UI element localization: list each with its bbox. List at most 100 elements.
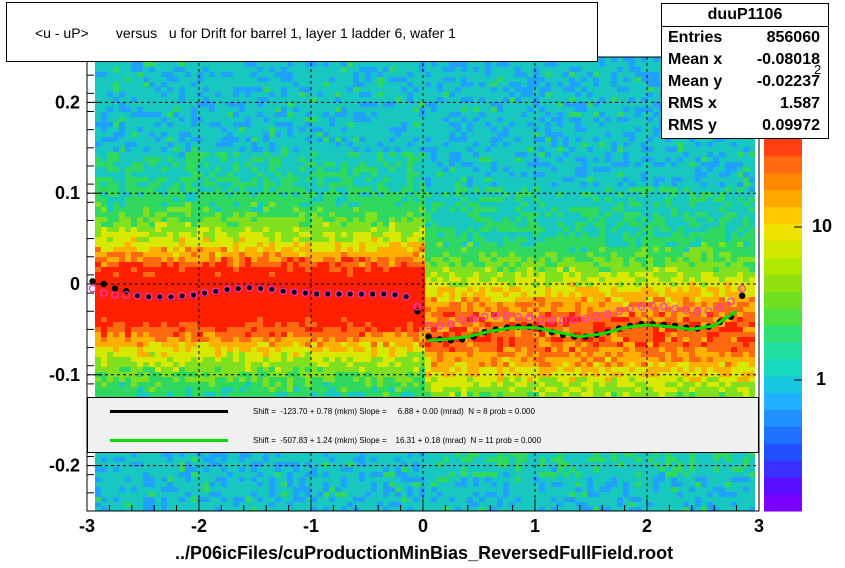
- fit-line-green: [428, 309, 738, 342]
- magenta-point-18: [290, 288, 299, 296]
- magenta-point-29: [413, 302, 422, 311]
- magenta-point-32: [447, 320, 455, 328]
- magenta-point-14: [245, 283, 254, 292]
- magenta-point-44: [581, 314, 590, 323]
- stats-row-mean-x: Mean x -0.08018: [668, 51, 820, 68]
- black-point-58: [739, 292, 746, 300]
- magenta-point-15: [256, 284, 265, 293]
- stats-row-rms-y: RMS y 0.09972: [668, 117, 820, 134]
- legend-text-green: Shift = -507.83 + 1.24 (mkm) Slope = 16.…: [253, 436, 542, 445]
- magenta-point-17: [279, 287, 287, 296]
- magenta-point-20: [312, 290, 321, 298]
- black-point-20: [313, 290, 320, 298]
- black-point-23: [347, 290, 354, 298]
- magenta-point-13: [234, 284, 243, 293]
- magenta-point-12: [223, 285, 231, 294]
- magenta-point-34: [469, 314, 478, 323]
- black-point-21: [324, 290, 331, 298]
- magenta-point-51: [659, 302, 668, 311]
- colorbar-exponent: 2: [814, 62, 822, 77]
- magenta-point-39: [525, 313, 534, 322]
- magenta-point-24: [357, 290, 366, 298]
- y-tick-label: 0.1: [55, 183, 80, 203]
- magenta-point-57: [727, 297, 735, 306]
- x-tick-label: -1: [303, 516, 319, 536]
- chart-title: <u - uP> versus u for Drift for barrel 1…: [35, 25, 456, 41]
- magenta-point-10: [200, 289, 209, 297]
- x-tick-label: 2: [642, 516, 652, 536]
- magenta-point-40: [536, 315, 545, 324]
- magenta-point-4: [133, 292, 142, 300]
- magenta-point-41: [547, 316, 556, 325]
- stats-histogram-name: duuP1106: [662, 4, 828, 27]
- magenta-point-6: [156, 292, 164, 301]
- black-point-5: [145, 293, 152, 300]
- x-tick-label: 1: [530, 516, 540, 536]
- magenta-point-28: [402, 292, 411, 301]
- black-point-14: [246, 284, 253, 291]
- black-point-0: [89, 278, 96, 285]
- black-point-2: [111, 285, 119, 292]
- magenta-point-0: [88, 284, 97, 293]
- black-point-22: [335, 290, 343, 298]
- magenta-point-23: [346, 290, 355, 298]
- magenta-point-54: [693, 307, 702, 316]
- magenta-point-36: [491, 311, 500, 320]
- magenta-point-9: [189, 291, 198, 299]
- x-axis-title: ../P06icFiles/cuProductionMinBias_Revers…: [175, 543, 674, 563]
- stats-row-entries: Entries 856060: [668, 29, 820, 46]
- data-marks: [88, 278, 747, 344]
- legend-swatch-green: [110, 439, 228, 442]
- magenta-point-2: [111, 291, 119, 299]
- black-point-24: [358, 290, 365, 298]
- magenta-point-49: [637, 302, 646, 311]
- color-scale: [764, 139, 802, 512]
- black-point-13: [235, 285, 242, 292]
- colorbar-label-1: 1: [816, 369, 827, 389]
- magenta-point-47: [615, 307, 623, 316]
- magenta-point-38: [514, 312, 523, 321]
- x-tick-label: 0: [418, 516, 428, 536]
- y-tick-label: 0: [70, 274, 80, 294]
- magenta-point-50: [648, 301, 657, 310]
- magenta-point-25: [368, 290, 377, 298]
- magenta-point-46: [603, 310, 612, 318]
- magenta-point-33: [458, 316, 467, 325]
- black-point-1: [100, 280, 108, 288]
- magenta-point-53: [682, 306, 691, 315]
- magenta-point-27: [391, 291, 399, 299]
- magenta-point-26: [379, 290, 388, 298]
- black-point-30: [425, 333, 432, 340]
- y-tick-label: -0.1: [49, 365, 80, 385]
- fit-legend: Shift = -123.70 + 0.78 (mkm) Slope = 6.8…: [87, 397, 759, 453]
- magenta-point-30: [424, 321, 433, 330]
- magenta-point-3: [122, 291, 131, 299]
- legend-swatch-black: [110, 410, 228, 413]
- y-tick-label: 0.2: [55, 92, 80, 112]
- stats-row-rms-x: RMS x 1.587: [668, 95, 820, 112]
- stats-box: duuP1106 Entries 856060 Mean x -0.08018 Me…: [661, 3, 829, 139]
- magenta-point-37: [503, 311, 511, 320]
- magenta-point-31: [435, 321, 444, 330]
- magenta-point-1: [100, 289, 108, 297]
- x-tick-label: -2: [191, 516, 207, 536]
- magenta-point-19: [301, 289, 310, 297]
- magenta-point-52: [671, 304, 679, 313]
- magenta-point-43: [570, 316, 579, 325]
- black-point-18: [291, 288, 298, 296]
- colorbar-label-10: 10: [812, 216, 833, 236]
- x-tick-label: 3: [754, 516, 764, 536]
- magenta-point-5: [144, 292, 153, 301]
- black-point-26: [380, 290, 387, 298]
- black-point-25: [369, 290, 376, 298]
- magenta-point-8: [178, 292, 187, 300]
- magenta-point-55: [704, 307, 713, 316]
- magenta-point-35: [480, 312, 489, 321]
- magenta-point-58: [738, 284, 747, 293]
- magenta-point-45: [592, 312, 601, 321]
- magenta-point-48: [626, 304, 635, 313]
- black-point-27: [391, 291, 399, 299]
- title-box: <u - uP> versus u for Drift for barrel 1…: [6, 2, 598, 62]
- black-point-19: [302, 289, 309, 297]
- legend-text-black: Shift = -123.70 + 0.78 (mkm) Slope = 6.8…: [253, 407, 535, 416]
